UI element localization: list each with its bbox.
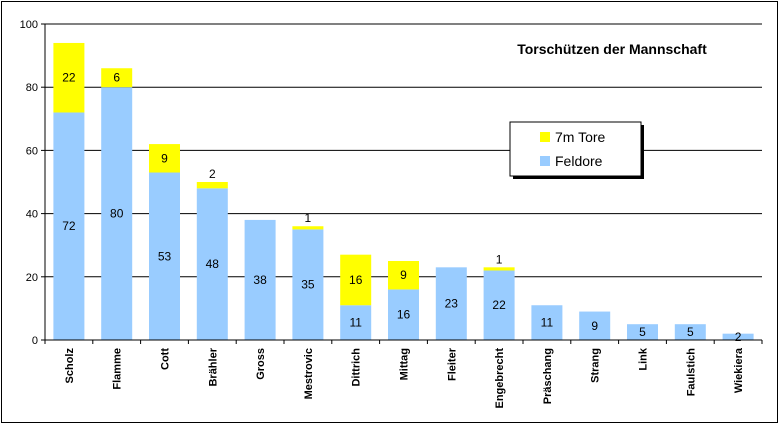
data-label-feldore-8: 23 (445, 297, 459, 311)
bar-feldore-6 (340, 305, 372, 340)
x-category-label-4: Gross (255, 348, 267, 380)
bar-feldore-5 (292, 229, 324, 340)
data-label-7m-9: 1 (496, 252, 503, 266)
x-category-label-12: Link (638, 347, 650, 370)
x-category-label-7: Mittag (399, 348, 411, 380)
bar-7m-2 (149, 144, 180, 173)
bar-feldore-8 (435, 267, 467, 340)
bar-feldore-3 (196, 188, 228, 340)
bar-feldore-13 (674, 324, 706, 340)
x-category-label-13: Faulstich (685, 348, 697, 397)
data-label-7m-3: 2 (209, 167, 216, 181)
data-label-feldore-11: 9 (591, 319, 598, 333)
bar-7m-6 (340, 254, 372, 306)
data-label-7m-6: 16 (349, 273, 363, 287)
data-label-feldore-7: 16 (397, 308, 411, 322)
x-category-label-2: Cott (160, 348, 172, 370)
data-label-feldore-6: 11 (349, 316, 362, 330)
data-label-7m-0: 22 (62, 71, 76, 85)
y-tick-label-0: 0 (32, 335, 38, 347)
data-label-feldore-12: 5 (639, 325, 646, 339)
y-tick-label-60: 60 (26, 145, 38, 157)
x-category-label-0: Scholz (64, 348, 76, 384)
legend-label-0: 7m Tore (555, 129, 606, 145)
y-tick-label-100: 100 (20, 19, 38, 31)
data-label-feldore-1: 80 (110, 207, 124, 221)
data-label-feldore-2: 53 (158, 249, 172, 263)
bar-7m-3 (196, 182, 228, 189)
data-label-7m-7: 9 (400, 268, 407, 282)
legend-swatch-0 (540, 132, 550, 142)
x-category-label-11: Strang (590, 348, 602, 383)
legend-box (509, 121, 642, 177)
bar-feldore-11 (579, 311, 611, 340)
x-category-label-5: Mestrovic (303, 348, 315, 399)
bar-feldore-4 (244, 219, 276, 340)
legend-label-1: Feldore (555, 153, 603, 169)
bar-feldore-0 (53, 112, 85, 340)
bar-7m-1 (101, 68, 133, 88)
bar-feldore-14 (722, 333, 754, 340)
data-label-feldore-13: 5 (687, 325, 694, 339)
x-category-label-1: Flamme (112, 348, 124, 390)
x-category-label-14: Wiekiera (733, 347, 745, 393)
x-category-label-3: Brähler (207, 347, 219, 386)
data-label-feldore-3: 48 (206, 257, 220, 271)
bar-feldore-2 (149, 172, 180, 340)
y-tick-label-80: 80 (26, 82, 38, 94)
legend: 7m Tore Feldore (509, 121, 644, 179)
data-label-feldore-0: 72 (62, 219, 76, 233)
data-label-feldore-14: 2 (735, 330, 742, 344)
data-label-feldore-4: 38 (253, 273, 267, 287)
bar-7m-9 (483, 267, 515, 271)
data-label-feldore-5: 35 (301, 278, 315, 292)
data-label-7m-1: 6 (113, 71, 120, 85)
y-tick-label-20: 20 (26, 272, 38, 284)
x-category-label-9: Engebrecht (494, 348, 506, 409)
data-label-7m-2: 9 (161, 151, 168, 165)
x-category-label-10: Präschang (542, 348, 554, 404)
bar-feldore-12 (627, 324, 658, 340)
chart-title: Torschützen der Mannschaft (517, 41, 707, 57)
bar-feldore-1 (101, 87, 133, 340)
data-label-feldore-10: 11 (541, 316, 554, 330)
bar-feldore-9 (483, 270, 515, 340)
bar-7m-7 (388, 261, 419, 290)
x-category-label-6: Dittrich (351, 348, 363, 387)
bar-7m-5 (292, 226, 324, 230)
bar-feldore-7 (388, 289, 419, 340)
y-tick-label-40: 40 (26, 209, 38, 221)
data-label-feldore-9: 22 (492, 298, 506, 312)
axes-group: 0 20 40 60 80 100 Scholz Flamme Cott Brähler Gross… (20, 19, 763, 409)
legend-swatch-1 (540, 156, 550, 166)
bar-7m-0 (53, 42, 85, 113)
bar-feldore-10 (531, 305, 563, 340)
data-label-7m-5: 1 (305, 211, 312, 225)
bars-group (53, 42, 754, 340)
x-category-label-8: Fleiter (446, 347, 458, 381)
